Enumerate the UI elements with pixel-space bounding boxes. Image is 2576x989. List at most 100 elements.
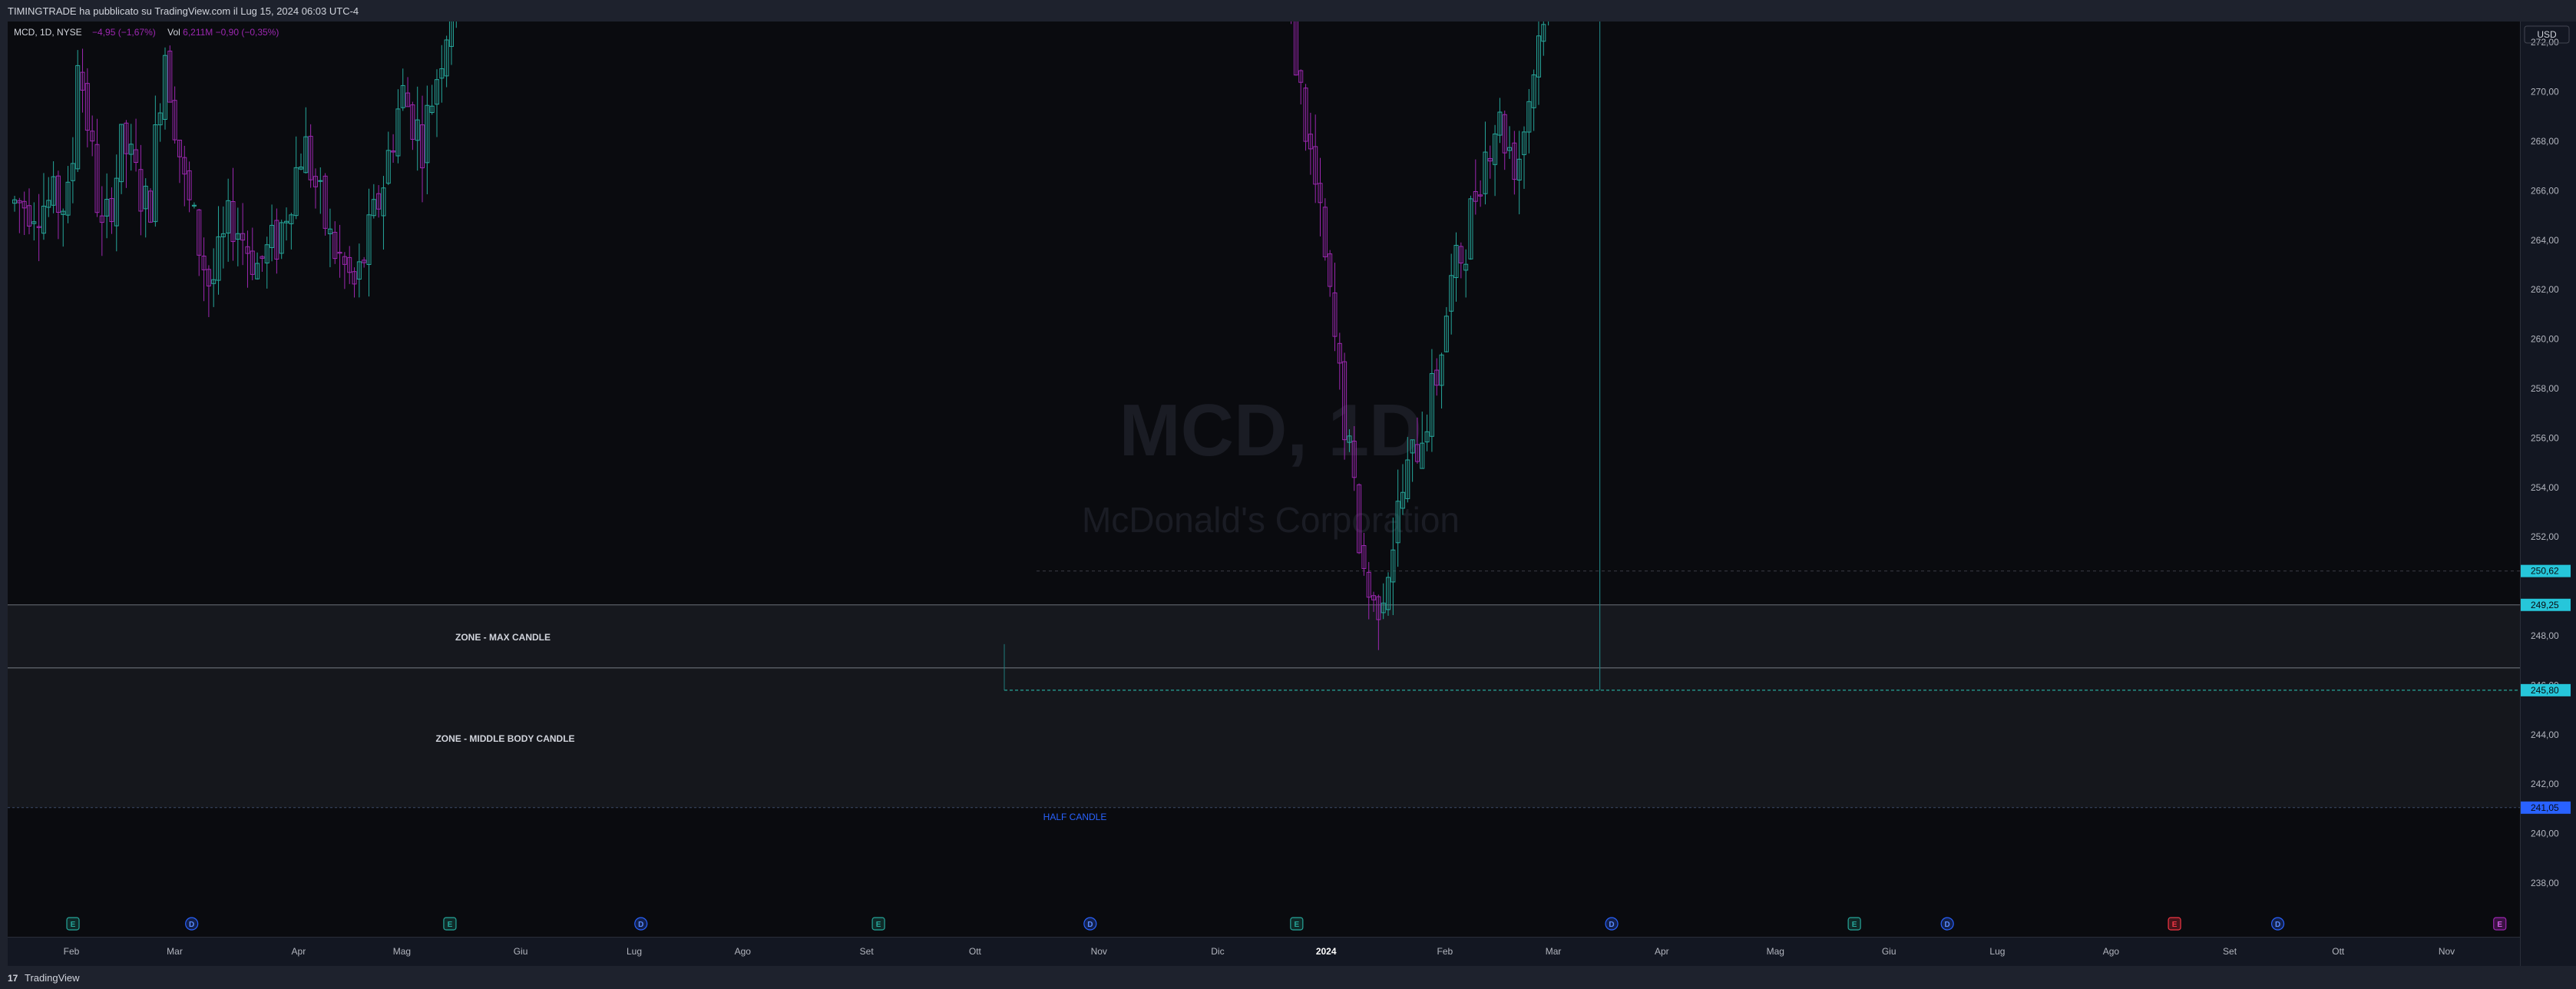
candle-body[interactable] [206, 269, 211, 286]
candle-body[interactable] [1487, 157, 1493, 162]
candle-body[interactable] [245, 246, 250, 254]
candle-body[interactable] [1298, 70, 1304, 83]
legend-symbol[interactable]: MCD, 1D, NYSE [14, 27, 82, 38]
candle-body[interactable] [1443, 316, 1449, 352]
candle-body[interactable] [371, 199, 376, 217]
candle-body[interactable] [1439, 354, 1444, 386]
candle-body[interactable] [1332, 292, 1338, 337]
candle-body[interactable] [356, 261, 362, 280]
candle-body[interactable] [1410, 439, 1415, 454]
candle-body[interactable] [381, 187, 386, 217]
candle-body[interactable] [308, 135, 313, 180]
candle-body[interactable] [104, 199, 110, 217]
candle-body[interactable] [167, 51, 173, 103]
candle-body[interactable] [1357, 484, 1362, 554]
candle-body[interactable] [172, 100, 177, 141]
candle-body[interactable] [51, 176, 56, 206]
candle-body[interactable] [1522, 131, 1527, 155]
candle-body[interactable] [230, 201, 236, 243]
candle-body[interactable] [1337, 342, 1342, 364]
candle-body[interactable] [289, 214, 294, 224]
zone-rect[interactable] [8, 604, 2520, 668]
chart-canvas[interactable]: MCD, 1D McDonald's Corporation ZONE - MAX … [8, 22, 2576, 966]
candle-body[interactable] [197, 209, 202, 256]
candle-body[interactable] [240, 233, 246, 241]
candle-body[interactable] [274, 220, 279, 260]
candle-body[interactable] [1347, 435, 1352, 443]
currency-button[interactable] [2524, 25, 2570, 44]
candle-body[interactable] [148, 190, 154, 223]
candle-body[interactable] [12, 199, 18, 204]
candle-body[interactable] [352, 271, 357, 285]
candle-body[interactable] [114, 177, 119, 227]
price-badge[interactable] [2521, 801, 2571, 814]
candle-body[interactable] [1303, 88, 1308, 142]
candle-body[interactable] [1424, 431, 1430, 443]
tradingview-logo-icon[interactable]: 17 [8, 973, 18, 984]
candle-body[interactable] [1453, 244, 1459, 279]
candle-body[interactable] [1536, 35, 1541, 78]
candle-body[interactable] [405, 92, 411, 108]
candle-body[interactable] [1313, 146, 1318, 185]
candle-body[interactable] [94, 144, 100, 213]
zone-rect[interactable] [8, 667, 2520, 808]
earnings-event-marker[interactable] [1847, 917, 1861, 931]
candle-body[interactable] [1420, 442, 1425, 469]
candle-body[interactable] [391, 150, 396, 153]
price-scale[interactable] [2520, 22, 2576, 966]
candle-body[interactable] [162, 55, 167, 120]
candle-body[interactable] [429, 105, 435, 114]
candle-body[interactable] [157, 112, 163, 126]
candle-body[interactable] [318, 180, 323, 182]
candle-body[interactable] [31, 221, 37, 224]
candle-body[interactable] [1526, 101, 1532, 133]
candle-body[interactable] [1468, 198, 1473, 260]
candle-body[interactable] [65, 181, 71, 216]
candle-body[interactable] [322, 175, 328, 229]
candle-body[interactable] [298, 167, 303, 170]
time-scale[interactable] [8, 937, 2520, 966]
candle-body[interactable] [1434, 369, 1440, 386]
candle-body[interactable] [385, 150, 391, 184]
candle-body[interactable] [143, 185, 148, 210]
candle-body[interactable] [1497, 111, 1503, 136]
candle-body[interactable] [80, 71, 85, 91]
candle-body[interactable] [366, 214, 372, 265]
candle-body[interactable] [1328, 253, 1333, 287]
candle-body[interactable] [124, 122, 129, 154]
dividend-event-marker[interactable] [1083, 917, 1097, 931]
candle-body[interactable] [134, 149, 139, 164]
candle-body[interactable] [17, 200, 22, 203]
candle-body[interactable] [119, 124, 124, 183]
earnings-event-marker[interactable] [871, 917, 885, 931]
candle-body[interactable] [191, 204, 197, 207]
candle-body[interactable] [1414, 444, 1420, 462]
candle-body[interactable] [1376, 596, 1381, 620]
candle-body[interactable] [26, 205, 31, 227]
candle-body[interactable] [1293, 22, 1298, 76]
candle-body[interactable] [1502, 114, 1507, 154]
candle-body[interactable] [1351, 440, 1357, 478]
candle-body[interactable] [75, 64, 81, 170]
candle-body[interactable] [279, 222, 284, 254]
price-badge[interactable] [2521, 683, 2571, 696]
candle-body[interactable] [264, 244, 270, 264]
candle-body[interactable] [444, 39, 449, 77]
candle-body[interactable] [1381, 602, 1386, 614]
candle-body[interactable] [1463, 263, 1469, 271]
candle-body[interactable] [1449, 275, 1454, 312]
candle-body[interactable] [1405, 459, 1410, 499]
candle-body[interactable] [362, 260, 367, 263]
candle-body[interactable] [327, 228, 332, 234]
candle-body[interactable] [1308, 134, 1313, 150]
candle-body[interactable] [235, 233, 240, 240]
candle-body[interactable] [303, 136, 309, 174]
candle-body[interactable] [1473, 190, 1478, 202]
candle-body[interactable] [90, 131, 95, 142]
candle-body[interactable] [1361, 545, 1367, 569]
dividend-event-marker[interactable] [1605, 917, 1619, 931]
dividend-event-marker[interactable] [185, 917, 199, 931]
candle-body[interactable] [439, 68, 445, 79]
candle-body[interactable] [1342, 361, 1348, 441]
candle-body[interactable] [332, 232, 338, 260]
